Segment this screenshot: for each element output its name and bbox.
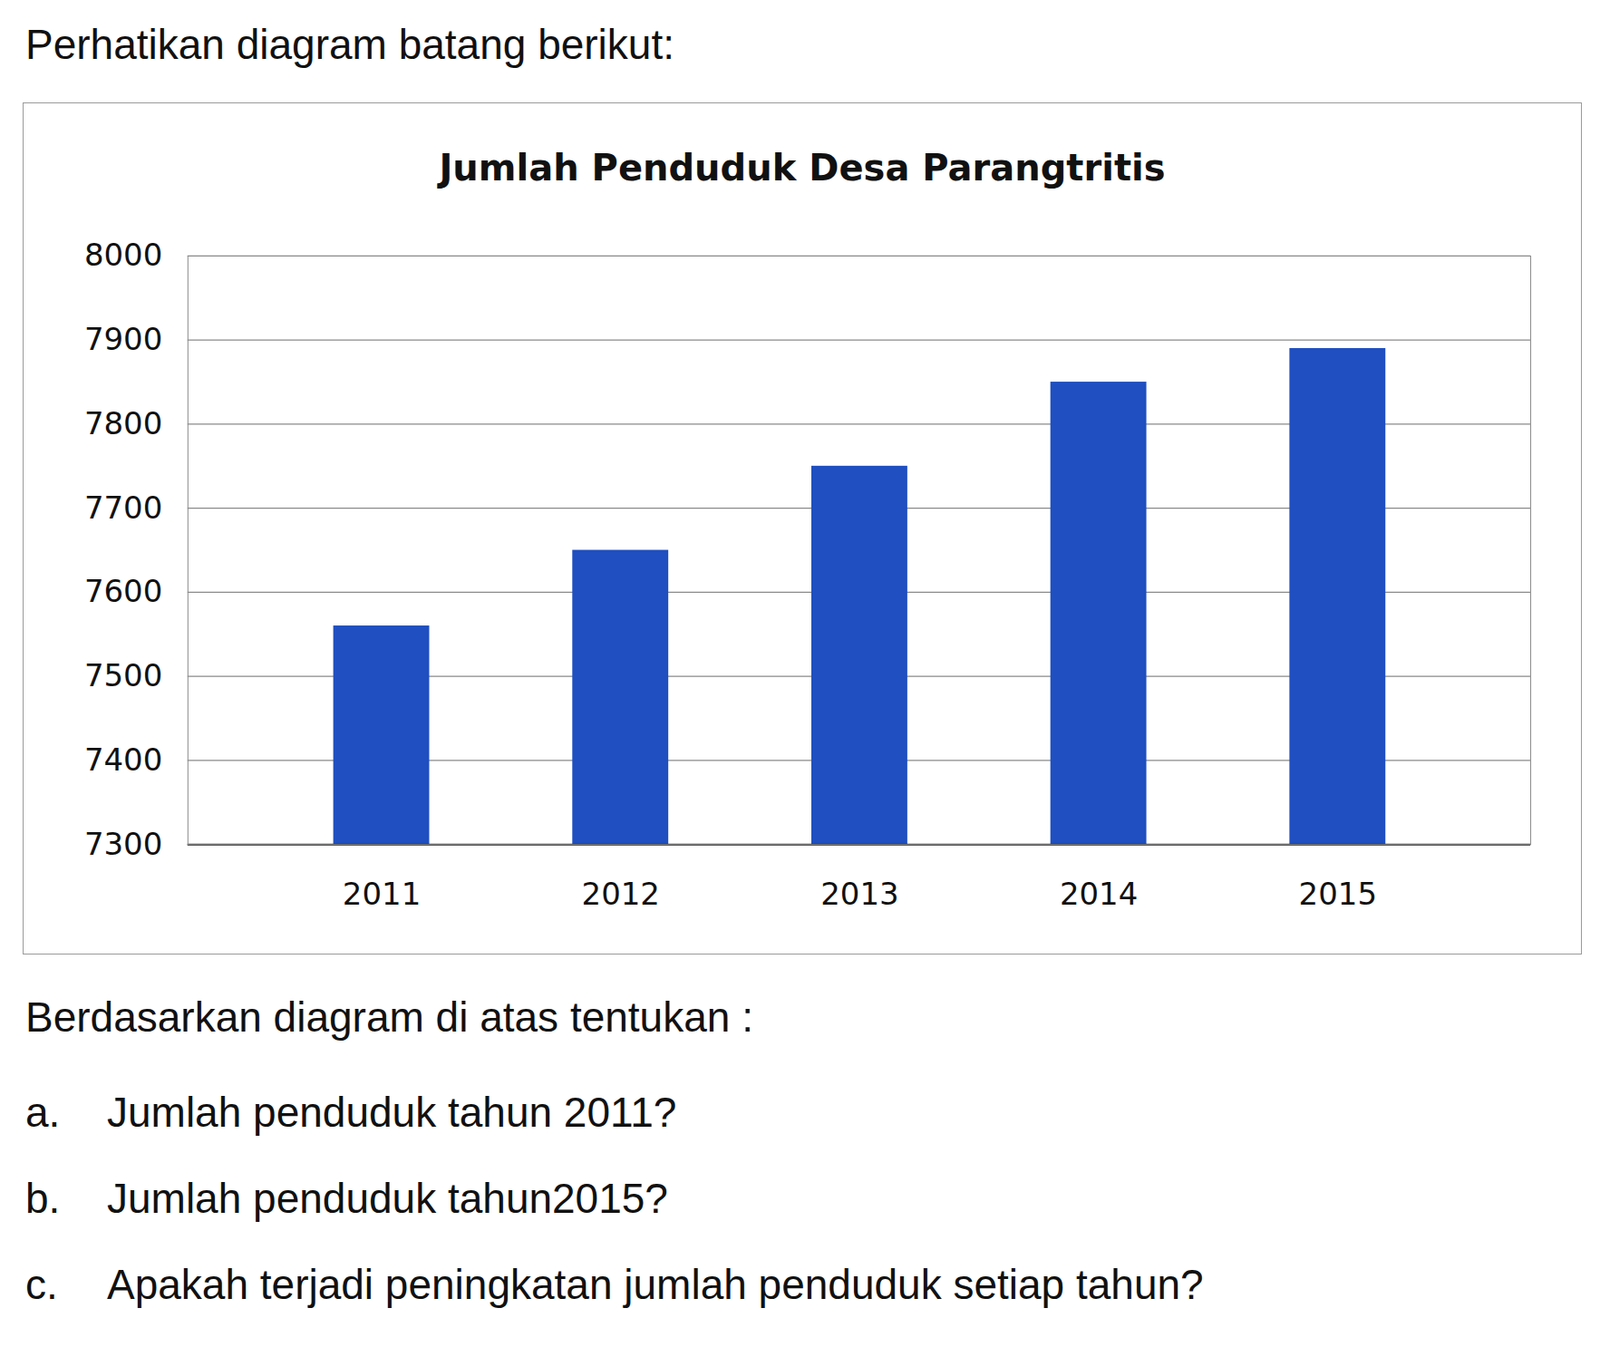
- svg-text:2014: 2014: [1059, 875, 1138, 912]
- svg-text:7900: 7900: [84, 320, 163, 358]
- svg-text:2011: 2011: [342, 875, 421, 912]
- svg-text:7300: 7300: [84, 825, 163, 863]
- html-text:Perhatikan diagram batang beri: Perhatikan diagram batang berikut:: [25, 20, 675, 68]
- svg-text:2015: 2015: [1299, 875, 1377, 912]
- svg-text:7600: 7600: [84, 572, 163, 610]
- html-text:Jumlah penduduk tahun2015?: Jumlah penduduk tahun2015?: [106, 1174, 669, 1222]
- svg-text:8000: 8000: [84, 236, 163, 273]
- svg-text:7700: 7700: [84, 489, 163, 526]
- html-text:Jumlah Penduduk Desa Parangtri: Jumlah Penduduk Desa Parangtritis: [439, 146, 1166, 189]
- html-text:c.: c.: [25, 1260, 58, 1309]
- html-text:Berdasarkan diagram di atas te: Berdasarkan diagram di atas tentukan :: [25, 993, 754, 1041]
- svg-text:7800: 7800: [84, 405, 163, 442]
- html-text:b.: b.: [25, 1174, 61, 1222]
- html-text:a.: a.: [25, 1088, 61, 1136]
- html-text:Apakah terjadi peningkatan jum: Apakah terjadi peningkatan jumlah pendud…: [106, 1260, 1204, 1309]
- svg-text:7500: 7500: [84, 657, 163, 694]
- svg-text:2012: 2012: [581, 875, 660, 912]
- svg-text:2013: 2013: [820, 875, 899, 912]
- html-text:Jumlah penduduk tahun 2011?: Jumlah penduduk tahun 2011?: [106, 1088, 677, 1136]
- svg-text:7400: 7400: [84, 741, 163, 778]
